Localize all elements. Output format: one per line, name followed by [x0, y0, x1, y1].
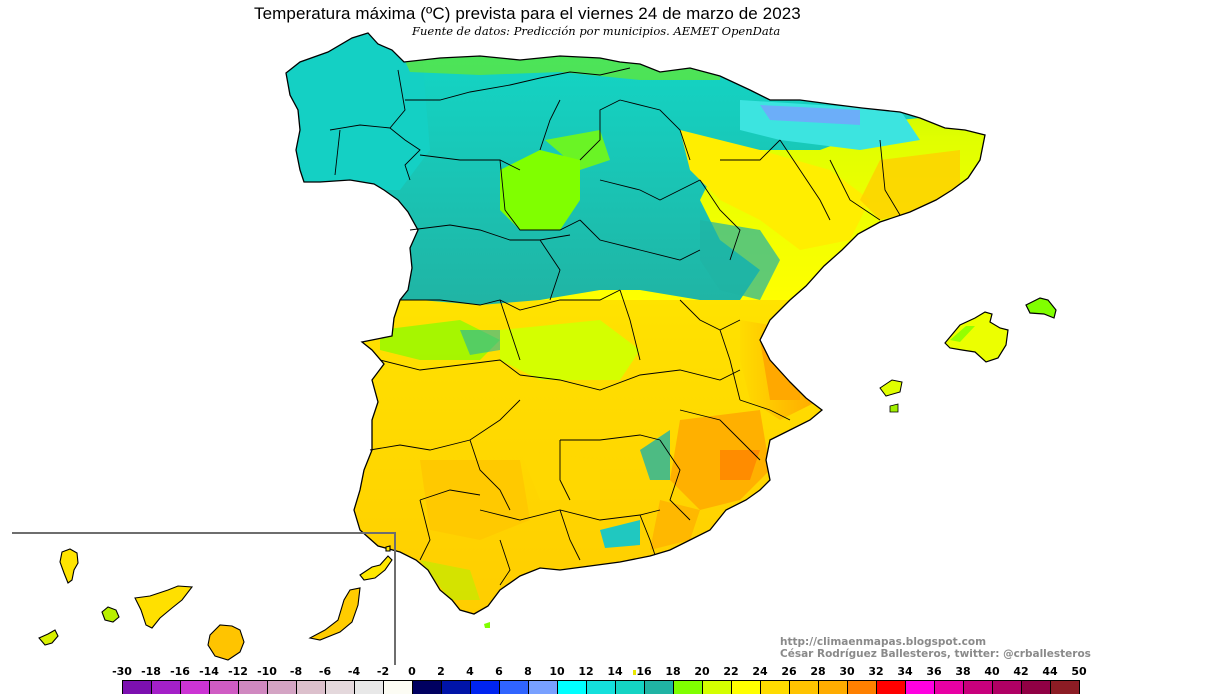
legend-tick-label: 44	[1042, 665, 1058, 678]
legend-swatch	[384, 681, 413, 694]
legend-swatch	[616, 681, 645, 694]
legend-tick-label: 6	[495, 665, 503, 678]
credits-url[interactable]: http://climaenmapas.blogspot.com	[780, 636, 987, 648]
ibiza-island	[879, 379, 903, 397]
legend-swatch	[210, 681, 239, 694]
legend-tick-label: 26	[781, 665, 797, 678]
legend-swatch	[1051, 681, 1080, 694]
legend-swatch	[239, 681, 268, 694]
legend-tick-label: 38	[955, 665, 971, 678]
legend-tick-label: 36	[926, 665, 942, 678]
tenerife-island	[134, 585, 194, 629]
legend-swatch	[1022, 681, 1051, 694]
legend-tick-label: -8	[289, 665, 303, 678]
legend-colorbar	[122, 680, 1080, 694]
legend-tick-label: 14	[607, 665, 623, 678]
legend-tick-label: 4	[466, 665, 474, 678]
gran-canaria-island	[207, 624, 245, 661]
legend-tick-label: 22	[723, 665, 739, 678]
legend-swatch	[761, 681, 790, 694]
legend-swatch	[964, 681, 993, 694]
legend-swatch	[181, 681, 210, 694]
legend-swatch	[413, 681, 442, 694]
legend-tick-label: 28	[810, 665, 826, 678]
canary-inset-frame	[12, 532, 396, 665]
legend-tick-label: 12	[578, 665, 594, 678]
credits: http://climaenmapas.blogspot.com César R…	[780, 636, 1091, 660]
legend-tick-label: -2	[376, 665, 390, 678]
formentera-island	[889, 403, 899, 413]
map-subtitle: Fuente de datos: Predicción por municipi…	[412, 24, 781, 38]
marker-dot	[633, 670, 636, 675]
peninsula-outline	[285, 32, 986, 615]
legend-swatch	[123, 681, 152, 694]
legend-swatch	[732, 681, 761, 694]
legend-swatch	[355, 681, 384, 694]
legend-tick-label: 10	[549, 665, 565, 678]
menorca-island	[1025, 297, 1057, 319]
legend-tick-label: -30	[112, 665, 132, 678]
legend-labels: -30 -18 -16 -14 -12 -10 -8 -6 -4 -2 0 2 4 6 8 10 12 14 16 1…	[0, 665, 1232, 678]
province-borders	[329, 67, 901, 586]
legend-swatch	[877, 681, 906, 694]
legend-tick-label: 24	[752, 665, 768, 678]
map-title: Temperatura máxima (ºC) prevista para el…	[254, 4, 801, 23]
legend-tick-label: -18	[141, 665, 161, 678]
legend-swatch	[993, 681, 1022, 694]
legend-tick-label: -14	[199, 665, 219, 678]
legend-swatch	[471, 681, 500, 694]
legend-tick-label: 42	[1013, 665, 1029, 678]
canary-islands	[38, 545, 393, 661]
legend-swatch	[500, 681, 529, 694]
legend-swatch	[529, 681, 558, 694]
legend-swatch	[152, 681, 181, 694]
legend-tick-label: 20	[694, 665, 710, 678]
fuerteventura-island	[308, 587, 361, 641]
legend-tick-label: 16	[636, 665, 652, 678]
legend-swatch	[442, 681, 471, 694]
legend-swatch	[790, 681, 819, 694]
legend-tick-label: 50	[1071, 665, 1087, 678]
legend-swatch	[674, 681, 703, 694]
legend-swatch	[645, 681, 674, 694]
legend-swatch	[935, 681, 964, 694]
temperature-legend: -30 -18 -16 -14 -12 -10 -8 -6 -4 -2 0 2 4 6 8 10 12 14 16 1…	[0, 665, 1232, 694]
lanzarote-island	[359, 555, 393, 581]
legend-tick-label: -16	[170, 665, 190, 678]
legend-swatch	[848, 681, 877, 694]
legend-tick-label: 30	[839, 665, 855, 678]
credits-author: César Rodríguez Ballesteros, twitter: @c…	[780, 648, 1091, 660]
el-hierro-island	[38, 629, 59, 646]
legend-swatch	[326, 681, 355, 694]
legend-swatch	[268, 681, 297, 694]
legend-tick-label: 8	[524, 665, 532, 678]
ceuta	[484, 622, 490, 628]
legend-tick-label: -4	[347, 665, 361, 678]
legend-tick-label: 18	[665, 665, 681, 678]
legend-swatch	[703, 681, 732, 694]
la-graciosa-island	[385, 545, 391, 552]
legend-tick-label: -6	[318, 665, 332, 678]
legend-tick-label: 34	[897, 665, 913, 678]
mallorca-island	[944, 311, 1009, 363]
temperature-map	[38, 32, 1057, 661]
legend-swatch	[587, 681, 616, 694]
legend-swatch	[558, 681, 587, 694]
legend-tick-label: 2	[437, 665, 445, 678]
la-gomera-island	[101, 606, 120, 623]
legend-swatch	[297, 681, 326, 694]
legend-tick-label: -10	[257, 665, 277, 678]
la-palma-island	[59, 548, 79, 584]
legend-swatch	[906, 681, 935, 694]
legend-tick-label: 40	[984, 665, 1000, 678]
legend-swatch	[819, 681, 848, 694]
legend-tick-label: -12	[228, 665, 248, 678]
legend-tick-label: 0	[408, 665, 416, 678]
legend-tick-label: 32	[868, 665, 884, 678]
